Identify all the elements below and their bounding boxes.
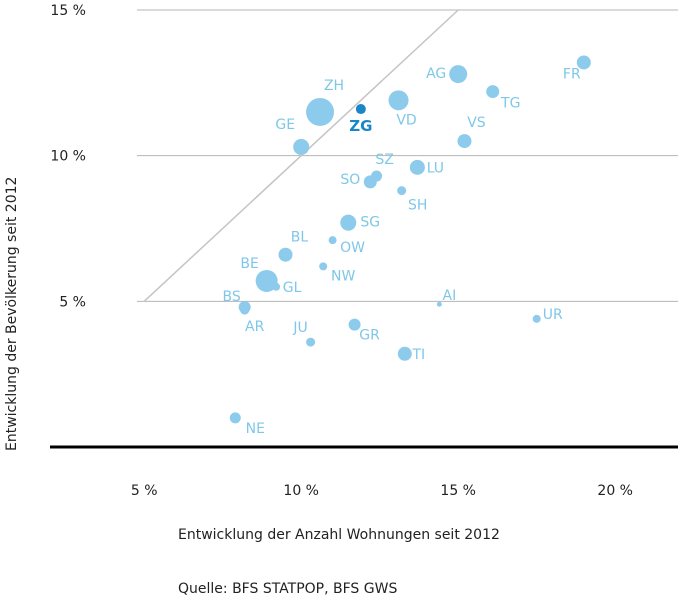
tick-labels: 5 % 10 % 15 % 5 % 10 % 15 % 20 %: [50, 3, 633, 499]
point-label-vs: VS: [467, 115, 486, 131]
point-label-vd: VD: [396, 112, 416, 128]
point-label-ow: OW: [340, 240, 365, 256]
point-label-tg: TG: [500, 96, 520, 112]
diagonal-line: [143, 9, 459, 302]
point-ur: [532, 314, 541, 323]
point-label-sh: SH: [408, 198, 427, 214]
point-so: [363, 175, 377, 189]
point-vs: [457, 134, 472, 149]
point-ti: [397, 346, 412, 361]
y-tick-label: 5 %: [59, 294, 86, 310]
point-ar: [240, 305, 250, 315]
point-zh: [306, 97, 335, 126]
y-tick-label: 10 %: [50, 149, 86, 165]
point-fr: [576, 55, 591, 70]
point-label-ai: AI: [443, 288, 457, 304]
point-sg: [340, 214, 357, 231]
point-label-be: BE: [240, 256, 258, 272]
point-label-fr: FR: [563, 66, 581, 82]
point-label-lu: LU: [427, 160, 444, 176]
point-ju: [306, 337, 316, 347]
point-label-gr: GR: [359, 328, 380, 344]
x-axis-label: Entwicklung der Anzahl Wohnungen seit 20…: [178, 527, 500, 543]
point-label-zg: ZG: [349, 117, 372, 135]
point-label-ur: UR: [543, 307, 563, 323]
point-label-ju: JU: [292, 320, 307, 336]
point-ai: [436, 301, 442, 307]
point-label-zh: ZH: [324, 78, 344, 94]
point-label-ar: AR: [245, 319, 265, 335]
x-tick-label: 5 %: [131, 483, 158, 499]
y-tick-label: 15 %: [50, 3, 86, 19]
point-vd: [388, 90, 409, 111]
point-label-ge: GE: [275, 117, 295, 133]
point-ow: [328, 236, 337, 245]
point-sh: [397, 186, 407, 196]
point-label-sg: SG: [360, 215, 380, 231]
y-axis-label: Entwicklung der Bevölkerung seit 2012: [4, 177, 20, 451]
source-note: Quelle: BFS STATPOP, BFS GWS: [178, 581, 398, 597]
point-label-so: SO: [340, 172, 360, 188]
point-gl: [272, 282, 281, 291]
point-labels: ZH ZG AG FR TG VD GE VS SZ LU SO SH SG BL OW NW BE GL BSAR…: [223, 66, 581, 437]
x-tick-label: 20 %: [597, 483, 633, 499]
point-zg: [355, 104, 366, 115]
point-label-nw: NW: [331, 268, 355, 284]
data-points: [229, 55, 591, 424]
point-label-sz: SZ: [375, 152, 393, 168]
x-tick-label: 10 %: [283, 483, 319, 499]
point-label-bs: BS: [223, 289, 241, 305]
point-ge: [293, 138, 310, 155]
point-label-gl: GL: [283, 280, 302, 296]
point-label-bl: BL: [291, 230, 309, 246]
point-ne: [229, 412, 241, 424]
reference-line: [143, 9, 459, 302]
point-tg: [486, 85, 500, 99]
point-label-ne: NE: [246, 421, 265, 437]
point-label-ag: AG: [426, 66, 446, 82]
point-lu: [409, 159, 425, 175]
point-bl: [278, 247, 293, 262]
point-nw: [319, 262, 328, 271]
point-ag: [449, 65, 468, 84]
point-gr: [348, 318, 361, 331]
point-label-ti: TI: [411, 347, 425, 363]
gridlines: [137, 9, 678, 302]
x-tick-label: 15 %: [440, 483, 476, 499]
